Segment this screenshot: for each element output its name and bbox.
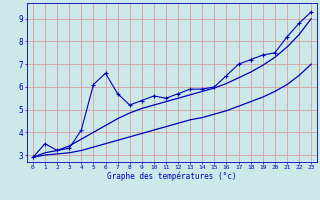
- X-axis label: Graphe des températures (°c): Graphe des températures (°c): [107, 172, 237, 181]
